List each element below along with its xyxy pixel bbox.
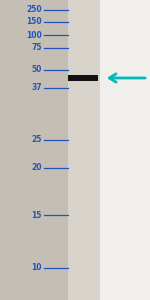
- Text: 50: 50: [32, 65, 42, 74]
- Text: 75: 75: [32, 44, 42, 52]
- Bar: [68, 75, 98, 81]
- Text: 20: 20: [32, 164, 42, 172]
- Text: 150: 150: [26, 17, 42, 26]
- Text: 37: 37: [31, 83, 42, 92]
- Text: 100: 100: [26, 31, 42, 40]
- Bar: [100, 0, 150, 300]
- Text: 15: 15: [32, 211, 42, 220]
- Text: 10: 10: [32, 263, 42, 272]
- Text: 250: 250: [26, 5, 42, 14]
- Text: 25: 25: [32, 136, 42, 145]
- Bar: [68, 0, 100, 300]
